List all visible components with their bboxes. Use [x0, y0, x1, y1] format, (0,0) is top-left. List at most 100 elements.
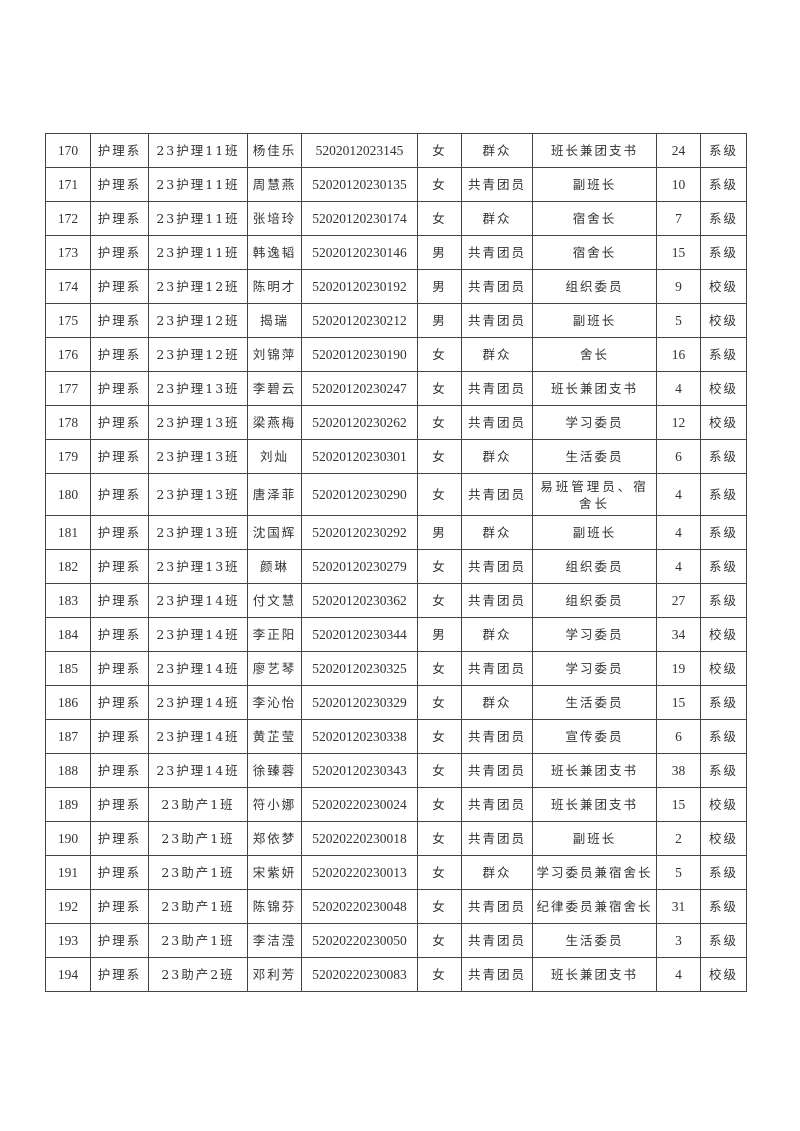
cell-count: 5 — [656, 303, 701, 338]
cell-student-id: 52020120230325 — [301, 651, 418, 686]
cell-department: 护理系 — [90, 549, 149, 584]
cell-department: 护理系 — [90, 719, 149, 754]
cell-political-status: 共青团员 — [461, 269, 533, 304]
table-row: 186 护理系 23护理14班 李沁怡 52020120230329 女群众 生活委员 15 系… — [45, 685, 747, 720]
table-row: 185 护理系 23护理14班 廖艺琴 52020120230325 女共青团员 学习委员 1… — [45, 651, 747, 686]
cell-name: 李沁怡 — [247, 685, 302, 720]
cell-department: 护理系 — [90, 269, 149, 304]
cell-position: 宿舍长 — [532, 201, 657, 236]
cell-name: 李洁滢 — [247, 923, 302, 958]
table-row: 182 护理系 23护理13班 颜琳 52020120230279 女共青团员 组织委员 4 系… — [45, 549, 747, 584]
cell-political-status: 共青团员 — [461, 651, 533, 686]
cell-class: 23助产1班 — [148, 787, 248, 822]
cell-count: 3 — [656, 923, 701, 958]
cell-student-id: 52020120230338 — [301, 719, 418, 754]
cell-position: 生活委员 — [532, 923, 657, 958]
cell-gender: 男 — [417, 269, 462, 304]
cell-level: 系级 — [700, 719, 747, 754]
cell-name: 刘锦萍 — [247, 337, 302, 372]
cell-level: 系级 — [700, 549, 747, 584]
cell-row-number: 182 — [45, 549, 91, 584]
cell-political-status: 群众 — [461, 515, 533, 550]
cell-gender: 女 — [417, 855, 462, 890]
cell-student-id: 52020120230247 — [301, 371, 418, 406]
table-row: 173 护理系 23护理11班 韩逸韬 52020120230146 男共青团员 宿舍长 15… — [45, 235, 747, 270]
cell-student-id: 52020220230083 — [301, 957, 418, 992]
cell-gender: 女 — [417, 405, 462, 440]
cell-political-status: 共青团员 — [461, 549, 533, 584]
cell-political-status: 群众 — [461, 617, 533, 652]
cell-political-status: 群众 — [461, 685, 533, 720]
table-row: 184 护理系 23护理14班 李正阳 52020120230344 男群众 学习委员 34 校… — [45, 617, 747, 652]
cell-gender: 男 — [417, 617, 462, 652]
cell-department: 护理系 — [90, 889, 149, 924]
cell-row-number: 184 — [45, 617, 91, 652]
cell-position: 生活委员 — [532, 439, 657, 474]
cell-political-status: 群众 — [461, 855, 533, 890]
cell-department: 护理系 — [90, 855, 149, 890]
cell-class: 23护理14班 — [148, 719, 248, 754]
cell-row-number: 176 — [45, 337, 91, 372]
cell-political-status: 共青团员 — [461, 303, 533, 338]
cell-student-id: 52020120230292 — [301, 515, 418, 550]
table-row: 180 护理系 23护理13班 唐泽菲 52020120230290 女共青团员 易班管理员… — [45, 473, 747, 516]
table-row: 193 护理系 23助产1班 李洁滢 52020220230050 女共青团员 生活委员 3 系… — [45, 923, 747, 958]
cell-department: 护理系 — [90, 685, 149, 720]
cell-level: 校级 — [700, 821, 747, 856]
cell-class: 23护理11班 — [148, 201, 248, 236]
cell-count: 38 — [656, 753, 701, 788]
table-row: 178 护理系 23护理13班 梁燕梅 52020120230262 女共青团员 学习委员 1… — [45, 405, 747, 440]
cell-gender: 女 — [417, 651, 462, 686]
cell-row-number: 185 — [45, 651, 91, 686]
cell-political-status: 共青团员 — [461, 957, 533, 992]
cell-gender: 女 — [417, 787, 462, 822]
cell-gender: 女 — [417, 821, 462, 856]
cell-row-number: 183 — [45, 583, 91, 618]
cell-political-status: 共青团员 — [461, 889, 533, 924]
cell-row-number: 191 — [45, 855, 91, 890]
cell-row-number: 193 — [45, 923, 91, 958]
cell-student-id: 52020220230018 — [301, 821, 418, 856]
cell-row-number: 172 — [45, 201, 91, 236]
cell-row-number: 171 — [45, 167, 91, 202]
cell-class: 23护理12班 — [148, 303, 248, 338]
cell-department: 护理系 — [90, 617, 149, 652]
table-row: 176 护理系 23护理12班 刘锦萍 52020120230190 女群众 舍长 16 系级 — [45, 337, 747, 372]
cell-political-status: 群众 — [461, 439, 533, 474]
cell-student-id: 52020120230174 — [301, 201, 418, 236]
cell-political-status: 共青团员 — [461, 719, 533, 754]
cell-class: 23助产1班 — [148, 889, 248, 924]
cell-student-id: 52020120230362 — [301, 583, 418, 618]
cell-gender: 女 — [417, 337, 462, 372]
cell-class: 23护理11班 — [148, 133, 248, 168]
cell-political-status: 共青团员 — [461, 405, 533, 440]
cell-row-number: 187 — [45, 719, 91, 754]
cell-level: 校级 — [700, 405, 747, 440]
cell-position: 副班长 — [532, 821, 657, 856]
cell-department: 护理系 — [90, 651, 149, 686]
cell-level: 系级 — [700, 235, 747, 270]
cell-row-number: 189 — [45, 787, 91, 822]
table-row: 187 护理系 23护理14班 黄芷莹 52020120230338 女共青团员 宣传委员 6… — [45, 719, 747, 754]
cell-name: 韩逸韬 — [247, 235, 302, 270]
cell-position: 易班管理员、宿舍长 — [532, 473, 657, 516]
cell-student-id: 52020120230290 — [301, 473, 418, 516]
cell-level: 系级 — [700, 753, 747, 788]
cell-political-status: 共青团员 — [461, 923, 533, 958]
cell-position: 班长兼团支书 — [532, 957, 657, 992]
cell-position: 学习委员 — [532, 617, 657, 652]
cell-name: 陈明才 — [247, 269, 302, 304]
cell-level: 系级 — [700, 167, 747, 202]
cell-count: 15 — [656, 685, 701, 720]
cell-political-status: 共青团员 — [461, 473, 533, 516]
cell-department: 护理系 — [90, 515, 149, 550]
cell-position: 副班长 — [532, 167, 657, 202]
cell-position: 班长兼团支书 — [532, 753, 657, 788]
table-row: 194 护理系 23助产2班 邓利芳 52020220230083 女共青团员 班长兼团支书… — [45, 957, 747, 992]
cell-level: 校级 — [700, 651, 747, 686]
cell-department: 护理系 — [90, 201, 149, 236]
cell-row-number: 180 — [45, 473, 91, 516]
cell-department: 护理系 — [90, 821, 149, 856]
cell-political-status: 共青团员 — [461, 235, 533, 270]
cell-position: 学习委员 — [532, 651, 657, 686]
